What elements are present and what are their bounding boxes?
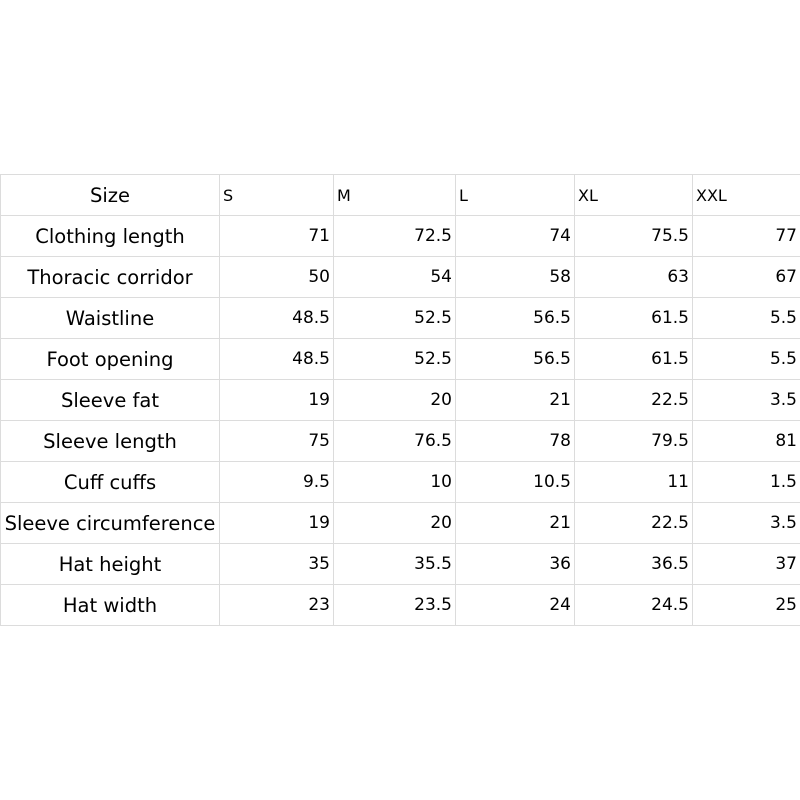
measurement-cell: 23	[219, 584, 334, 626]
table-row: Thoracic corridor 50 54 58 63 67	[0, 256, 800, 298]
size-m: M	[333, 174, 456, 216]
table-row: Waistline 48.5 52.5 56.5 61.5 5.5	[0, 297, 800, 339]
measurement-cell: 3.5	[692, 379, 800, 421]
measurement-cell: 52.5	[333, 297, 456, 339]
size-s: S	[219, 174, 334, 216]
size-l: L	[455, 174, 575, 216]
measurement-cell: 22.5	[574, 502, 693, 544]
measurement-cell: 77	[692, 215, 800, 257]
measurement-cell: 36.5	[574, 543, 693, 585]
measurement-cell: 52.5	[333, 338, 456, 380]
measurement-cell: 56.5	[455, 297, 575, 339]
measurement-cell: 24	[455, 584, 575, 626]
table-row: Sleeve length 75 76.5 78 79.5 81	[0, 420, 800, 462]
row-label: Sleeve length	[0, 420, 220, 462]
measurement-cell: 67	[692, 256, 800, 298]
measurement-cell: 79.5	[574, 420, 693, 462]
header-size-label: Size	[0, 174, 220, 216]
measurement-cell: 20	[333, 502, 456, 544]
measurement-cell: 25	[692, 584, 800, 626]
header-row: Size S M L XL XXL	[0, 174, 800, 216]
measurement-cell: 75	[219, 420, 334, 462]
measurement-cell: 9.5	[219, 461, 334, 503]
table-row: Sleeve fat 19 20 21 22.5 3.5	[0, 379, 800, 421]
measurement-cell: 21	[455, 379, 575, 421]
measurement-cell: 76.5	[333, 420, 456, 462]
measurement-cell: 20	[333, 379, 456, 421]
measurement-cell: 11	[574, 461, 693, 503]
table-row: Foot opening 48.5 52.5 56.5 61.5 5.5	[0, 338, 800, 380]
measurement-cell: 54	[333, 256, 456, 298]
measurement-cell: 3.5	[692, 502, 800, 544]
measurement-cell: 5.5	[692, 338, 800, 380]
measurement-cell: 10	[333, 461, 456, 503]
row-label: Sleeve fat	[0, 379, 220, 421]
measurement-cell: 72.5	[333, 215, 456, 257]
row-label: Waistline	[0, 297, 220, 339]
size-chart-table: Size S M L XL XXL Clothing length 71 72.5 7…	[0, 174, 800, 626]
row-label: Hat height	[0, 543, 220, 585]
measurement-cell: 48.5	[219, 338, 334, 380]
measurement-cell: 1.5	[692, 461, 800, 503]
measurement-cell: 23.5	[333, 584, 456, 626]
measurement-cell: 24.5	[574, 584, 693, 626]
measurement-cell: 61.5	[574, 338, 693, 380]
measurement-cell: 10.5	[455, 461, 575, 503]
table-row: Sleeve circumference 19 20 21 22.5 3.5	[0, 502, 800, 544]
measurement-cell: 35.5	[333, 543, 456, 585]
measurement-cell: 75.5	[574, 215, 693, 257]
measurement-cell: 36	[455, 543, 575, 585]
measurement-cell: 19	[219, 379, 334, 421]
size-xl: XL	[574, 174, 693, 216]
size-xxl: XXL	[692, 174, 800, 216]
measurement-cell: 50	[219, 256, 334, 298]
measurement-cell: 58	[455, 256, 575, 298]
row-label: Thoracic corridor	[0, 256, 220, 298]
measurement-cell: 5.5	[692, 297, 800, 339]
measurement-cell: 35	[219, 543, 334, 585]
measurement-cell: 22.5	[574, 379, 693, 421]
row-label: Clothing length	[0, 215, 220, 257]
table-row: Clothing length 71 72.5 74 75.5 77	[0, 215, 800, 257]
measurement-cell: 21	[455, 502, 575, 544]
row-label: Sleeve circumference	[0, 502, 220, 544]
measurement-cell: 37	[692, 543, 800, 585]
measurement-cell: 63	[574, 256, 693, 298]
table-row: Hat width 23 23.5 24 24.5 25	[0, 584, 800, 626]
measurement-cell: 56.5	[455, 338, 575, 380]
measurement-cell: 74	[455, 215, 575, 257]
measurement-cell: 71	[219, 215, 334, 257]
table-row: Cuff cuffs 9.5 10 10.5 11 1.5	[0, 461, 800, 503]
row-label: Foot opening	[0, 338, 220, 380]
measurement-cell: 48.5	[219, 297, 334, 339]
measurement-cell: 81	[692, 420, 800, 462]
measurement-cell: 19	[219, 502, 334, 544]
row-label: Hat width	[0, 584, 220, 626]
measurement-cell: 78	[455, 420, 575, 462]
row-label: Cuff cuffs	[0, 461, 220, 503]
table-row: Hat height 35 35.5 36 36.5 37	[0, 543, 800, 585]
measurement-cell: 61.5	[574, 297, 693, 339]
